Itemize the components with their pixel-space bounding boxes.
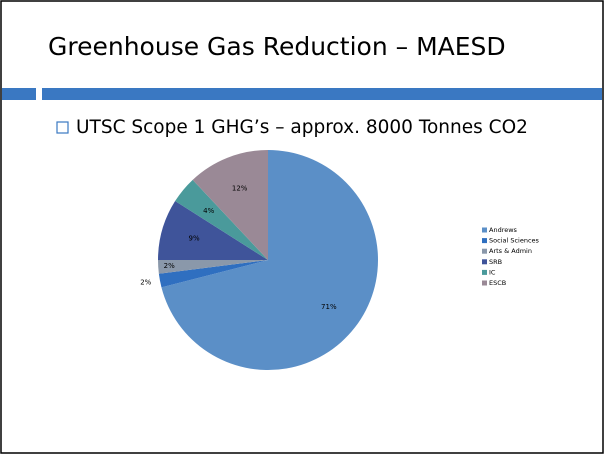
legend-swatch [482, 248, 487, 254]
data-label: 2% [140, 278, 151, 286]
accent-bar [2, 88, 36, 100]
pie-slice [158, 260, 268, 274]
bullet-icon [56, 121, 69, 134]
data-label: 71% [321, 303, 337, 311]
slide-title: Greenhouse Gas Reduction – MAESD [48, 32, 506, 61]
pie-slice [192, 150, 268, 260]
legend-label: ESCB [489, 279, 506, 287]
legend-label: Arts & Admin [489, 247, 532, 255]
pie-slice [158, 201, 268, 260]
pie-slice [158, 260, 268, 288]
pie-slice [161, 150, 378, 370]
pie-slice [175, 179, 268, 260]
data-label: 12% [232, 184, 248, 192]
legend-label: Andrews [489, 226, 518, 234]
legend-swatch [482, 238, 487, 244]
legend-label: IC [489, 268, 496, 276]
legend-label: SRB [489, 258, 502, 266]
legend-label: Social Sciences [489, 237, 540, 245]
legend-swatch [482, 280, 487, 286]
legend-swatch [482, 269, 487, 275]
data-label: 2% [164, 262, 175, 270]
legend-swatch [482, 227, 487, 233]
data-label: 4% [203, 207, 214, 215]
accent-bar [42, 88, 602, 100]
legend-swatch [482, 259, 487, 265]
bullet-text: UTSC Scope 1 GHG’s – approx. 8000 Tonnes… [76, 117, 528, 138]
data-label: 9% [189, 235, 200, 243]
